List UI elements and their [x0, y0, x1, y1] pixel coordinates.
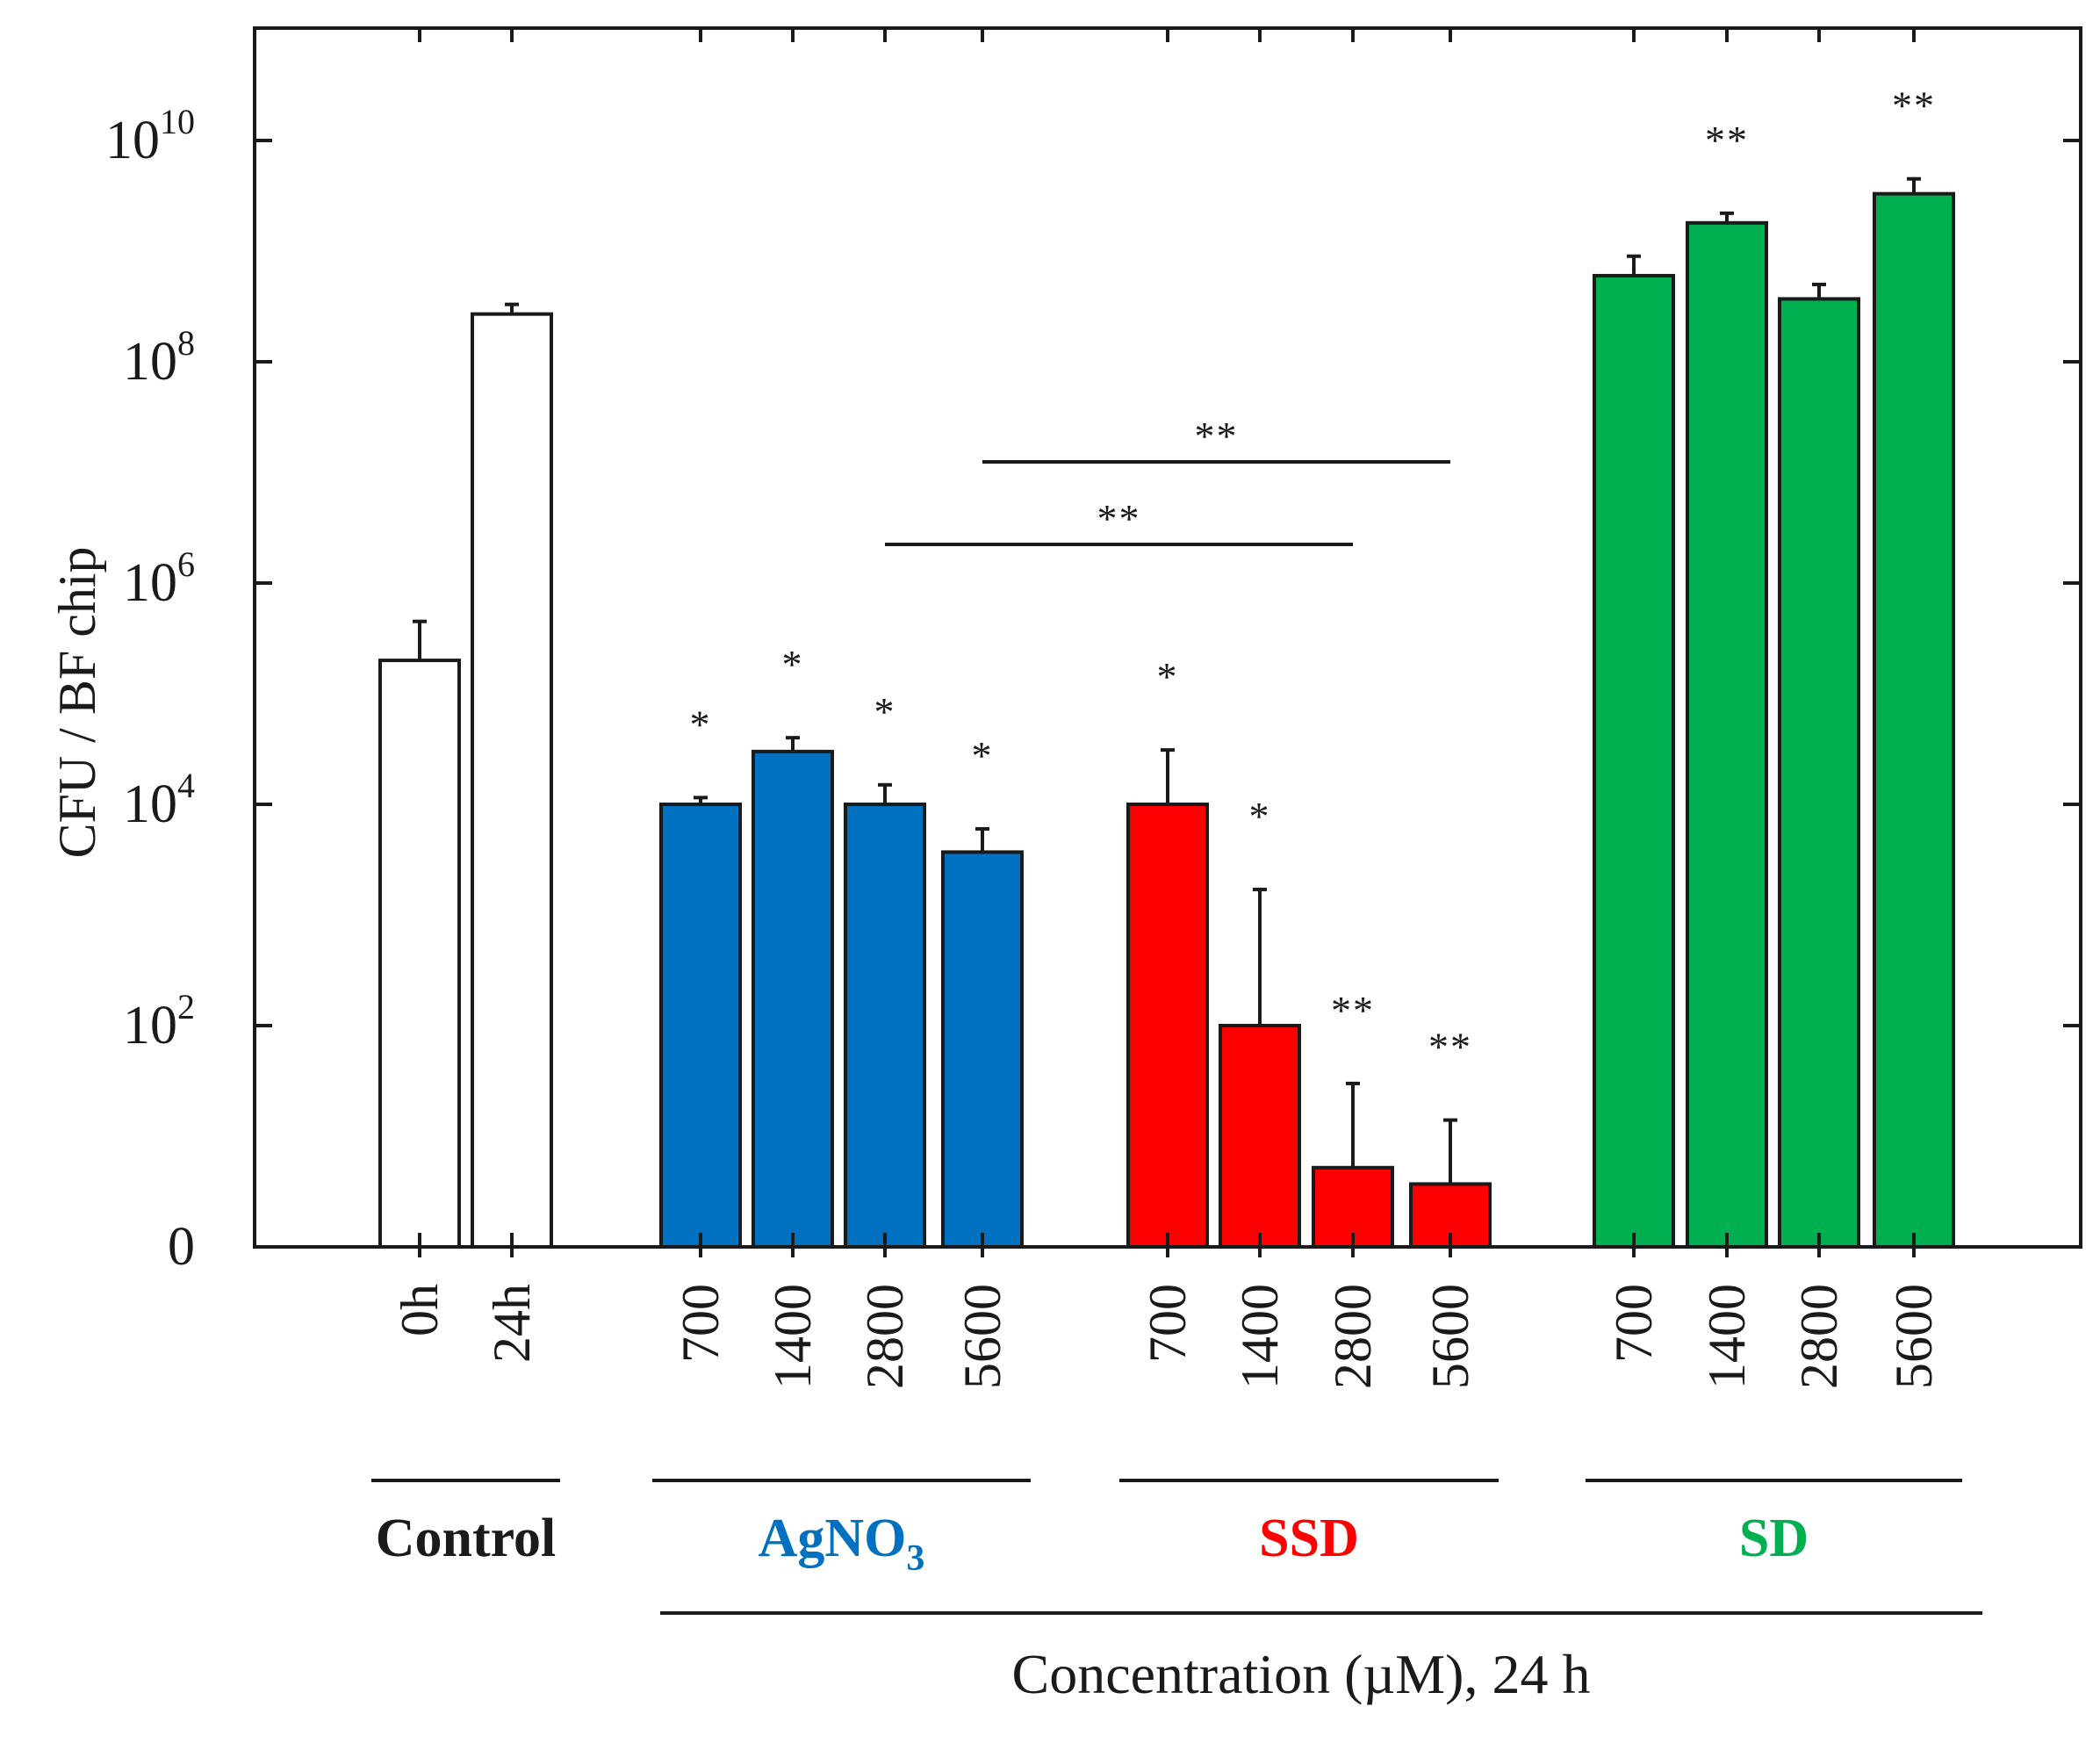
group-label-text: Control	[376, 1509, 557, 1568]
group-label-text: SSD	[1259, 1509, 1359, 1568]
group-label: SD	[1739, 1509, 1809, 1568]
bar	[471, 312, 553, 1249]
significance-marker: *	[1157, 654, 1179, 699]
group-label: AgNO3	[759, 1509, 925, 1579]
x-tick-label: 2800	[1324, 1284, 1382, 1389]
y-tick-exponent: 2	[177, 987, 195, 1026]
group-label-subscript: 3	[906, 1538, 924, 1579]
significance-marker: *	[874, 689, 896, 734]
y-tick-base: 10	[123, 774, 177, 834]
y-tick-exponent: 4	[177, 766, 195, 805]
bar	[1126, 803, 1209, 1249]
group-label: Control	[376, 1509, 557, 1568]
y-tick-base: 10	[105, 111, 160, 170]
x-axis-label: Concentration (µM), 24 h	[1012, 1643, 1591, 1705]
x-tick-label: 24h	[483, 1284, 541, 1363]
group-label: SSD	[1259, 1509, 1359, 1568]
x-tick-label: 700	[672, 1284, 730, 1363]
y-tick-base: 10	[123, 332, 177, 392]
y-tick-label: 1010	[105, 102, 195, 170]
bar	[752, 749, 834, 1249]
y-tick-label: 106	[123, 544, 195, 613]
x-tick-label: 700	[1605, 1284, 1663, 1363]
y-tick-base: 10	[123, 996, 177, 1055]
x-tick-label: 2800	[856, 1284, 914, 1389]
bar	[1219, 1024, 1301, 1249]
x-tick-label: 700	[1139, 1284, 1197, 1363]
x-tick-label: 5600	[953, 1284, 1011, 1389]
x-tick-label: 2800	[1790, 1284, 1848, 1389]
y-tick-label: 102	[123, 987, 195, 1055]
x-tick-label: 1400	[1698, 1284, 1756, 1389]
bar	[378, 659, 461, 1249]
group-label-text: SD	[1739, 1509, 1809, 1568]
bar	[1686, 220, 1768, 1249]
y-tick-label: 108	[123, 323, 195, 392]
x-tick-label: 1400	[764, 1284, 822, 1389]
group-label-text: AgNO	[759, 1509, 907, 1568]
significance-marker: *	[782, 642, 804, 687]
y-tick-exponent: 8	[177, 323, 195, 363]
y-tick-exponent: 10	[160, 102, 195, 141]
x-tick-label: 0h	[391, 1284, 449, 1336]
comparison-marker: **	[1097, 496, 1141, 541]
comparison-marker: **	[1195, 414, 1239, 458]
bar	[659, 803, 742, 1249]
bar	[941, 850, 1024, 1249]
significance-marker: *	[972, 733, 994, 778]
significance-marker: *	[690, 702, 712, 746]
y-tick-exponent: 6	[177, 544, 195, 584]
significance-marker: **	[1705, 118, 1749, 162]
significance-marker: **	[1331, 988, 1375, 1033]
bar	[1778, 297, 1860, 1249]
x-tick-label: 5600	[1421, 1284, 1479, 1389]
y-tick-base: 10	[123, 553, 177, 613]
y-tick-label: 104	[123, 766, 195, 834]
bar	[1873, 191, 1955, 1249]
bar	[1593, 273, 1675, 1249]
significance-marker: **	[1892, 83, 1936, 128]
x-tick-label: 1400	[1231, 1284, 1289, 1389]
y-tick-label: 0	[168, 1217, 195, 1277]
bar	[844, 803, 926, 1249]
significance-marker: *	[1249, 794, 1271, 839]
x-tick-label: 5600	[1885, 1284, 1943, 1389]
significance-marker: **	[1428, 1025, 1472, 1070]
y-tick-base: 0	[168, 1217, 195, 1277]
y-axis-label: CFU / BF chip	[48, 546, 106, 858]
